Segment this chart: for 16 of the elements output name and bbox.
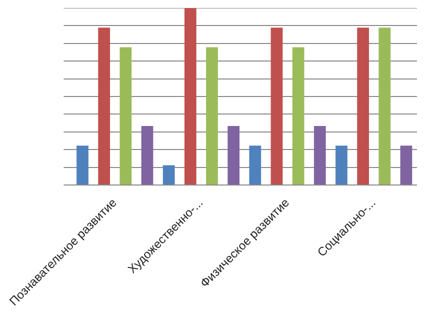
bar: [98, 28, 110, 184]
bar: [357, 28, 369, 184]
bar: [400, 146, 412, 184]
bar: [120, 47, 132, 184]
bar: [249, 146, 262, 184]
bar: [336, 146, 348, 184]
bar: [162, 165, 175, 184]
bar: [314, 126, 326, 184]
bar: [292, 47, 304, 184]
bar: [184, 8, 196, 184]
bar: [206, 47, 218, 184]
bar: [378, 28, 391, 184]
bar: [228, 126, 240, 184]
bar: [76, 146, 88, 184]
bar: [270, 28, 283, 184]
bar: [141, 126, 154, 184]
